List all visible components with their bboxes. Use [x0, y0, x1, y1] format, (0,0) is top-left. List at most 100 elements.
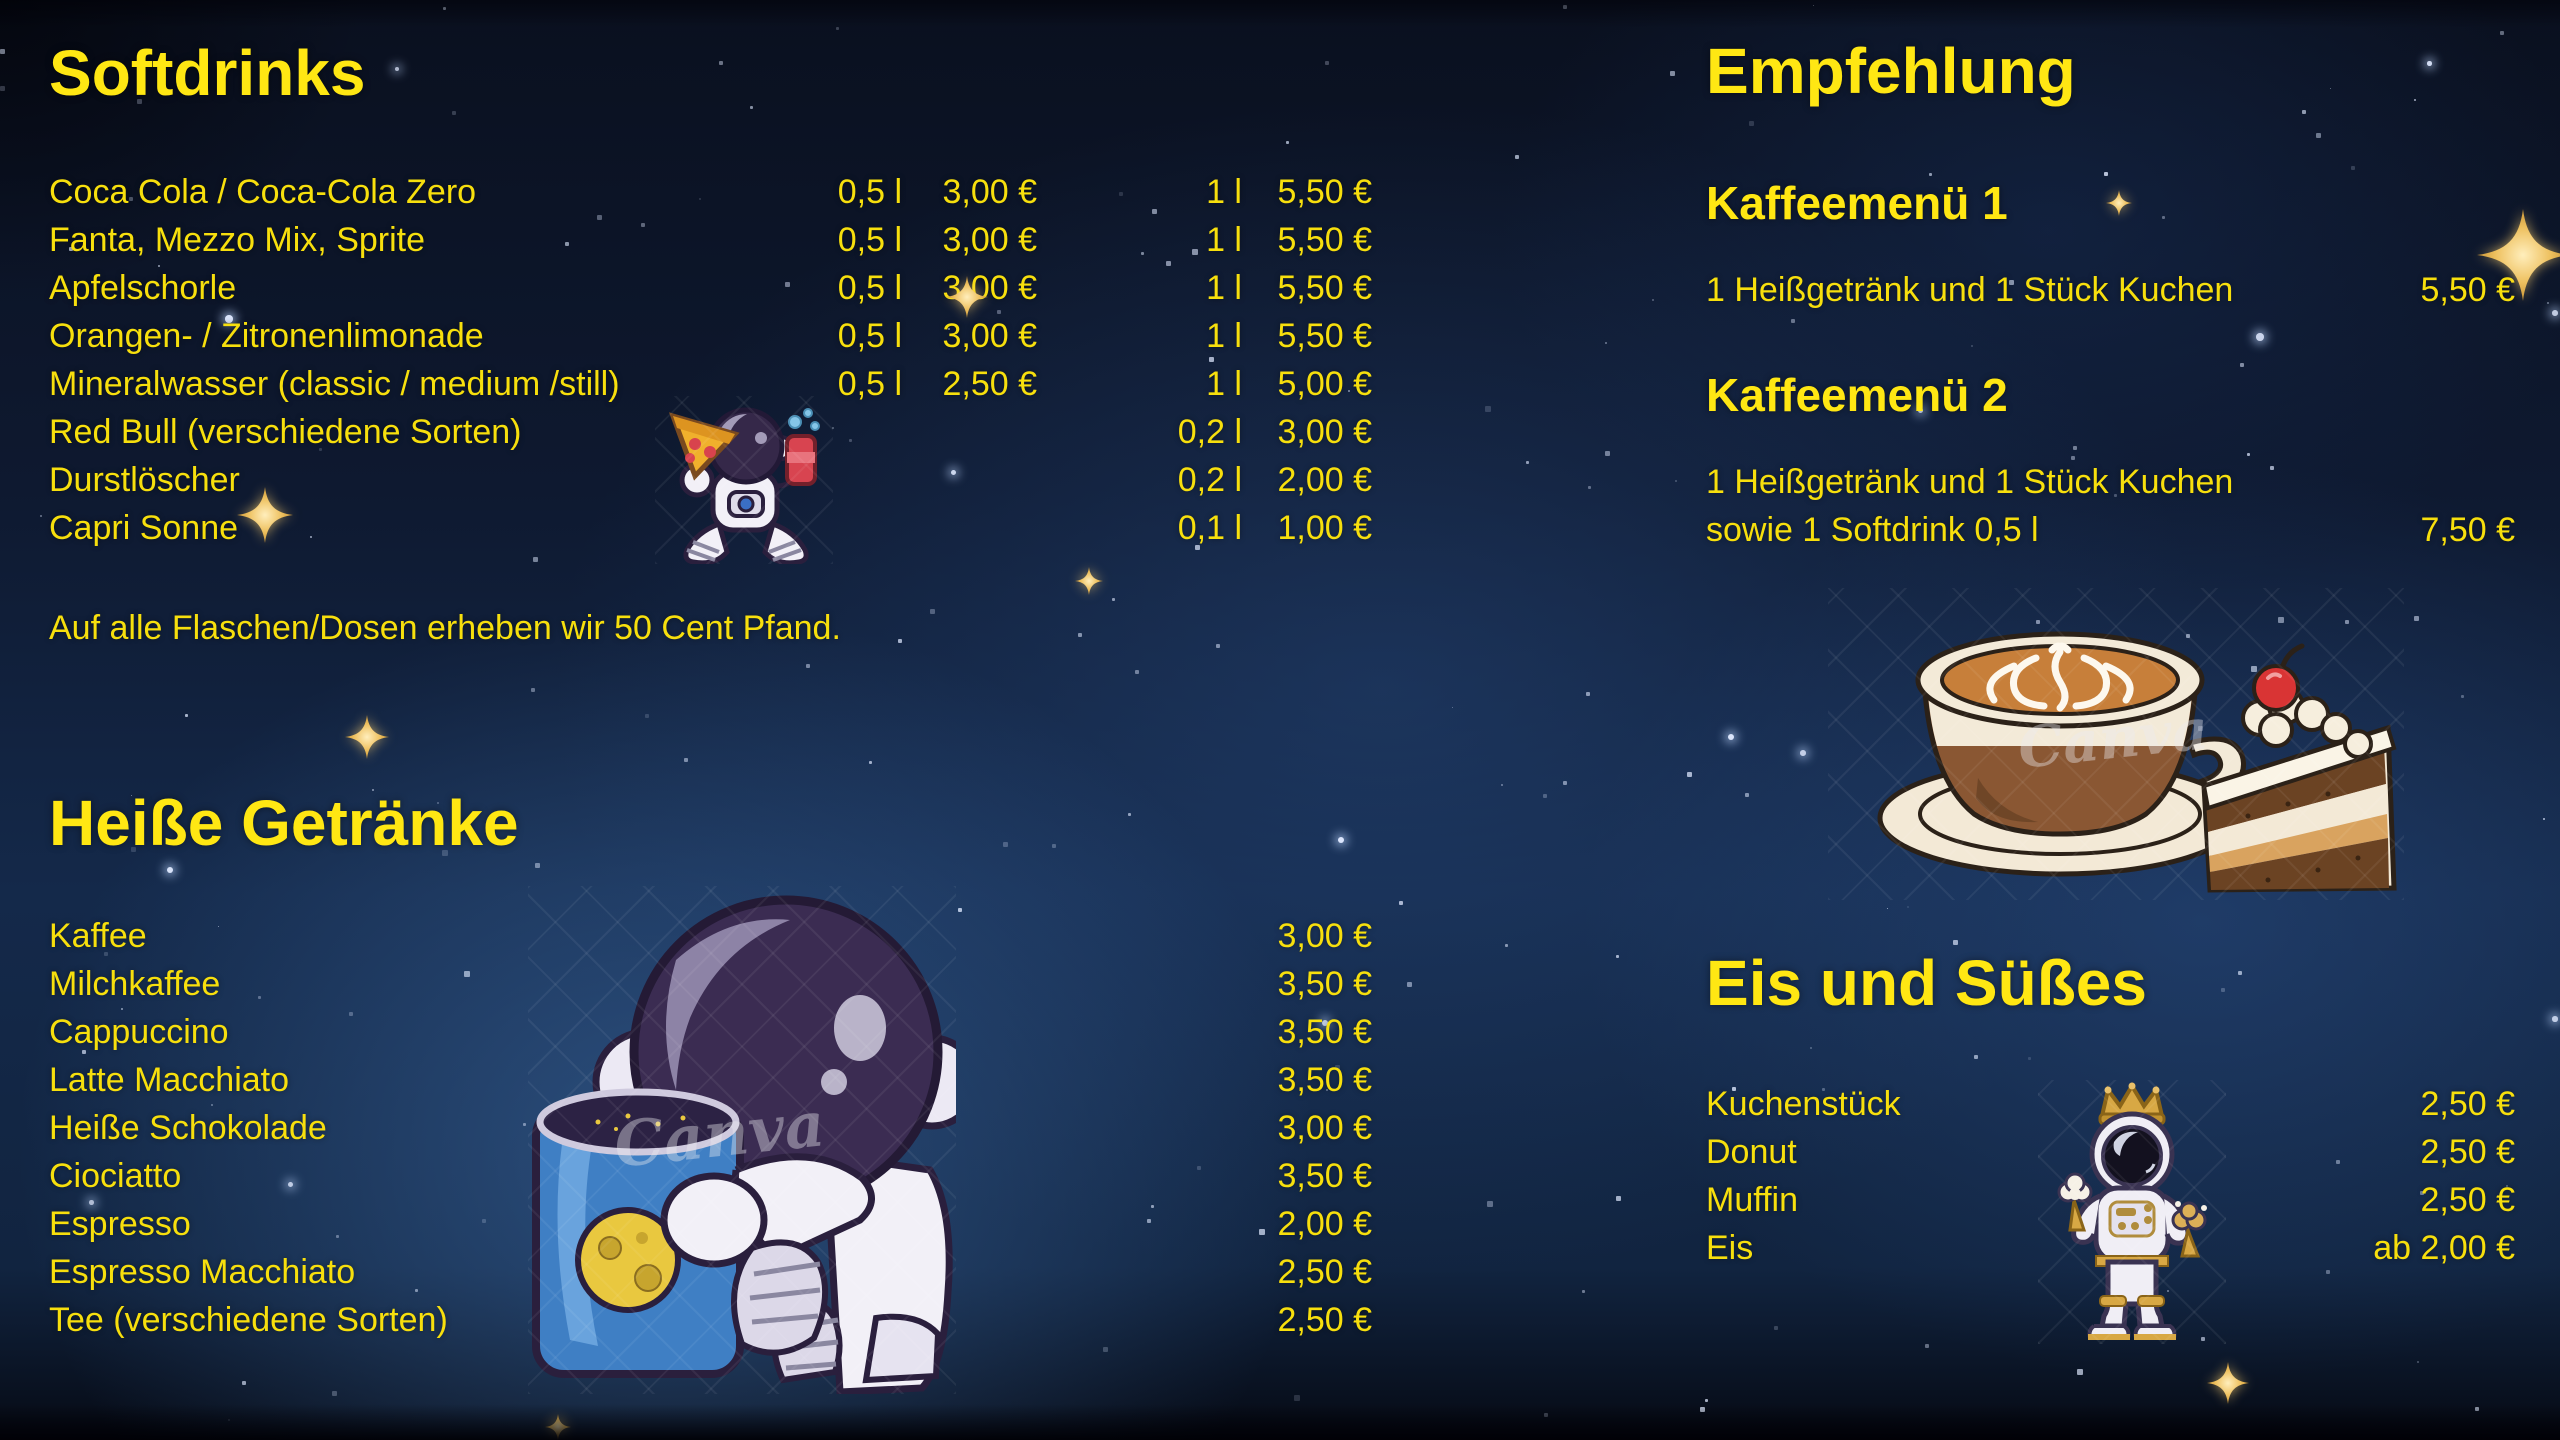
menu-item-row: Eis ab 2,00 €	[1706, 1224, 2515, 1272]
star-dot	[69, 247, 73, 251]
star-dot	[1209, 357, 1215, 363]
menu-item-row: Coca Cola / Coca-Cola Zero 0,5 l 3,00 € 1 l…	[49, 168, 1372, 216]
star-dot	[437, 802, 440, 805]
star-dot	[785, 282, 790, 287]
item-price: 3,00 €	[1277, 1109, 1372, 1147]
item-price: 3,50 €	[1277, 965, 1372, 1003]
bright-star-dot	[167, 867, 174, 874]
gold-sparkle-icon	[545, 1414, 571, 1440]
menu-item-row: Ciociatto 3,50 €	[49, 1152, 1372, 1200]
star-dot	[1487, 1201, 1493, 1207]
bright-star-dot	[2427, 61, 2432, 66]
star-dot	[641, 223, 646, 228]
menu-item-row: 1 Heißgetränk und 1 Stück Kuchen 5,50 €	[1706, 266, 2515, 314]
menu-item-row: Capri Sonne 0,1 l 1,00 €	[49, 504, 1372, 552]
item-name: Milchkaffee	[49, 965, 221, 1003]
star-dot	[1792, 385, 1795, 388]
star-dot	[684, 758, 688, 762]
star-dot	[129, 197, 134, 202]
star-dot	[1119, 192, 1124, 197]
star-dot	[1166, 261, 1172, 267]
star-dot	[464, 971, 470, 977]
item-size: 1 l	[1206, 365, 1242, 403]
star-dot	[1216, 644, 1220, 648]
star-dot	[2036, 620, 2041, 625]
star-dot	[2221, 988, 2225, 992]
star-dot	[1974, 1055, 1979, 1060]
star-dot	[1616, 1196, 1621, 1201]
star-dot	[2167, 1290, 2170, 1293]
bright-star-dot	[2552, 310, 2558, 316]
menu-item-row: Donut 2,50 €	[1706, 1128, 2515, 1176]
star-dot	[2326, 1270, 2331, 1275]
item-price: 3,50 €	[1277, 1157, 1372, 1195]
star-dot	[1925, 1344, 1929, 1348]
item-description: sowie 1 Softdrink 0,5 l	[1706, 511, 2039, 549]
star-dot	[1907, 906, 1909, 908]
star-dot	[2302, 110, 2306, 114]
star-dot	[2420, 1191, 2424, 1195]
menu-item-row: Kaffee 3,00 €	[49, 912, 1372, 960]
star-dot	[2417, 1361, 2420, 1364]
star-dot	[336, 1235, 340, 1239]
star-dot	[869, 761, 873, 765]
star-dot	[2547, 302, 2549, 304]
item-name: Espresso Macchiato	[49, 1253, 356, 1291]
star-dot	[1675, 480, 1678, 483]
star-dot	[1335, 1065, 1341, 1071]
item-name: Kuchenstück	[1706, 1085, 1901, 1123]
star-dot	[228, 1419, 230, 1421]
coffee-menu-1-details: 1 Heißgetränk und 1 Stück Kuchen 5,50 €	[1706, 266, 2515, 314]
star-dot	[2475, 1407, 2479, 1411]
menu-item-row: Heiße Schokolade 3,00 €	[49, 1104, 1372, 1152]
star-dot	[131, 795, 133, 797]
section-title-hot-drinks: Heiße Getränke	[49, 787, 519, 859]
star-dot	[310, 536, 312, 538]
star-dot	[82, 1050, 87, 1055]
star-dot	[1687, 772, 1693, 778]
star-dot	[1152, 209, 1158, 215]
star-dot	[332, 1391, 337, 1396]
item-price: 2,00 €	[1277, 461, 1372, 499]
star-dot	[1294, 1395, 1300, 1401]
item-description: 1 Heißgetränk und 1 Stück Kuchen	[1706, 271, 2234, 309]
star-dot	[1544, 1413, 1549, 1418]
star-dot	[2251, 666, 2257, 672]
star-dot	[1325, 61, 1330, 66]
star-dot	[533, 557, 538, 562]
star-dot	[158, 265, 161, 268]
star-dot	[871, 343, 873, 345]
star-dot	[1563, 781, 1567, 785]
star-dot	[1605, 342, 1607, 344]
star-dot	[699, 198, 701, 200]
item-price: 2,50 €	[1277, 1301, 1372, 1339]
star-dot	[1135, 670, 1139, 674]
section-title-recommendation: Empfehlung	[1706, 35, 2076, 107]
item-name: Donut	[1706, 1133, 1797, 1171]
item-size: 0,5 l	[837, 173, 902, 211]
star-dot	[750, 106, 753, 109]
star-dot	[1774, 1326, 1779, 1331]
item-price: 3,00 €	[942, 221, 1037, 259]
item-name: Kaffee	[49, 917, 147, 955]
gold-sparkle-icon	[2106, 190, 2132, 216]
star-dot	[1616, 955, 1619, 958]
star-dot	[958, 908, 962, 912]
item-size: 1 l	[1206, 221, 1242, 259]
menu-item-row: Durstlöscher 0,2 l 2,00 €	[49, 456, 1372, 504]
item-price: 5,50 €	[1277, 317, 1372, 355]
star-dot	[2316, 133, 2321, 138]
item-price: 5,50 €	[2420, 271, 2515, 309]
star-dot	[1501, 784, 1503, 786]
star-dot	[2198, 726, 2203, 731]
star-dot	[1971, 345, 1974, 348]
menu-item-row: Latte Macchiato 3,50 €	[49, 1056, 1372, 1104]
star-dot	[258, 996, 261, 999]
star-dot	[2073, 446, 2077, 450]
star-dot	[2270, 466, 2275, 471]
star-dot	[1151, 1205, 1154, 1208]
item-price: 3,00 €	[1277, 917, 1372, 955]
star-dot	[372, 789, 375, 792]
star-dot	[1588, 486, 1591, 489]
